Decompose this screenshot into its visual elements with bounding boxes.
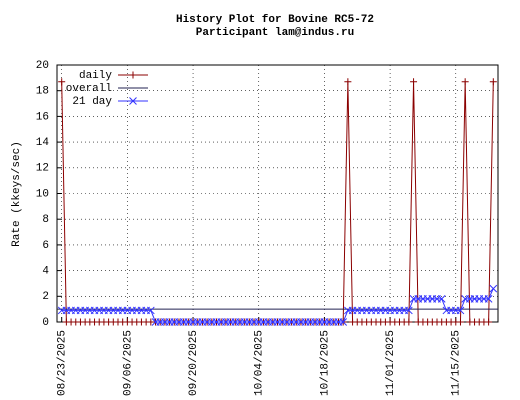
point-marker (489, 284, 498, 293)
x-tick-label: 09/06/2025 (122, 330, 134, 396)
y-tick-label: 12 (36, 163, 49, 175)
chart-title: History Plot for Bovine RC5-72 (176, 14, 374, 26)
y-tick-label: 18 (36, 86, 49, 98)
point-marker (485, 318, 493, 326)
point-marker (410, 78, 418, 86)
point-marker (437, 295, 446, 303)
legend-label: daily (79, 70, 112, 82)
point-marker (461, 78, 469, 86)
y-tick-label: 0 (42, 317, 49, 329)
chart-subtitle: Participant lam@indus.ru (196, 27, 354, 39)
x-tick-label: 10/04/2025 (254, 330, 266, 396)
y-tick-label: 2 (42, 291, 49, 303)
y-tick-label: 10 (36, 188, 49, 200)
series-line (61, 81, 494, 323)
y-tick-label: 8 (42, 214, 49, 226)
x-tick-label: 09/20/2025 (188, 330, 200, 396)
y-tick-label: 6 (42, 240, 49, 252)
point-marker (129, 97, 137, 105)
point-marker (484, 295, 493, 303)
x-tick-label: 11/01/2025 (385, 330, 397, 396)
point-marker (489, 78, 497, 86)
x-tick-label: 10/18/2025 (319, 330, 331, 396)
point-marker (146, 306, 155, 315)
y-tick-label: 14 (36, 137, 50, 149)
point-marker (405, 318, 413, 326)
point-marker (58, 78, 66, 86)
legend-label: overall (66, 83, 112, 95)
legend-label: 21 day (72, 96, 112, 108)
series-line (61, 288, 494, 323)
point-marker (456, 318, 464, 326)
point-marker (405, 306, 413, 315)
y-tick-label: 16 (36, 111, 49, 123)
point-marker (339, 318, 348, 326)
y-tick-label: 20 (36, 60, 49, 72)
point-marker (129, 71, 137, 79)
point-marker (456, 306, 465, 315)
x-tick-label: 11/15/2025 (451, 330, 463, 396)
y-axis-label: Rate (kkeys/sec) (11, 141, 23, 247)
point-marker (344, 78, 352, 86)
y-tick-label: 4 (42, 266, 49, 278)
x-tick-label: 08/23/2025 (57, 330, 69, 396)
